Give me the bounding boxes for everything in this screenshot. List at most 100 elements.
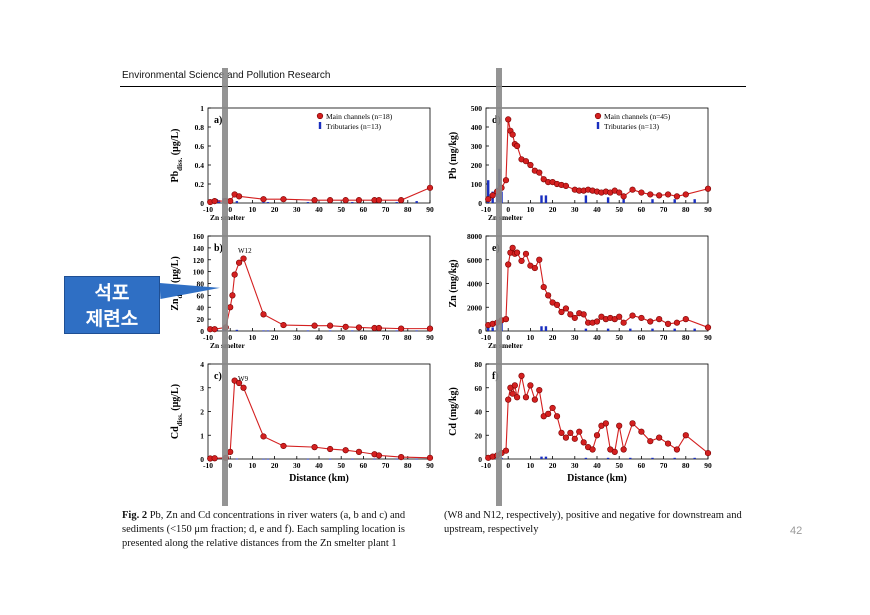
y-axis-label-unit: (μg/L) [170,256,181,285]
main-channel-point [593,318,601,325]
x-tick-label: 40 [315,205,323,214]
main-channel-point [536,256,543,263]
panel-label: f) [492,371,499,382]
tributary-bar [415,330,418,332]
main-channel-point [536,169,543,176]
y-axis-label-main: Pb [448,167,459,179]
x-tick-label: 50 [337,205,345,214]
x-tick-label: 80 [404,461,412,470]
x-tick-label: 40 [593,205,601,214]
x-tick-label: 40 [315,333,323,342]
main-channel-point [505,396,512,403]
y-tick-label: 1 [200,104,204,113]
y-tick-label: 0 [478,455,482,464]
callout-arrow [159,279,221,299]
header-rule [120,86,746,87]
caption-left-text: Pb, Zn and Cd concentrations in river wa… [122,510,406,549]
y-axis-label: Pbdiss. (μg/L) [170,129,184,183]
main-channel-point [355,448,363,455]
x-tick-label: 80 [682,333,690,342]
main-channel-point [545,410,552,417]
x-tick-label: 50 [615,205,623,214]
tributary-bar [606,328,610,331]
main-channel-point [562,434,570,441]
tributary-bar [629,457,632,459]
y-axis-label-unit: (mg/kg) [448,132,459,168]
x-tick-label: -10 [481,461,491,470]
legend-trib-label: Tributaries (n=13) [604,122,659,131]
x-tick-label: 80 [682,461,690,470]
x-tick-label: 90 [704,205,712,214]
y-tick-label: 40 [197,303,205,312]
y-axis-label-unit: (mg/kg) [448,259,459,295]
main-channel-point [235,193,243,200]
tributary-bar [395,330,398,332]
y-tick-label: 0 [200,455,204,464]
y-axis-label-sub: diss. [176,158,184,171]
main-channel-point [638,428,645,435]
x-tick-label: 0 [506,333,510,342]
data-annotation: W12 [238,247,252,255]
main-channel-point [656,192,663,199]
main-channel-point [513,142,521,150]
x-tick-label: -10 [203,333,213,342]
tributary-bar [673,328,676,331]
x-tick-label: 70 [660,333,668,342]
x-tick-label: 20 [549,333,557,342]
caption-right-text: (W8 and N12, respectively), positive and… [444,510,742,535]
x-tick-label: 10 [249,461,257,470]
tributary-bar [262,330,265,332]
main-channel-point [536,387,543,394]
tributary-bar [395,202,398,203]
y-tick-label: 160 [193,232,205,241]
main-channel-point [502,447,510,454]
main-channel-point [211,197,218,205]
main-channel-point [571,435,578,442]
caption-left: Fig. 2 Pb, Zn and Cd concentrations in r… [122,509,428,551]
panel-label: c) [214,371,222,382]
x-tick-label: 20 [271,205,279,214]
tributary-bar [395,458,398,460]
x-tick-label: 70 [382,205,390,214]
main-channel-point [553,413,561,420]
main-channel-point [260,311,267,318]
tributary-bar [351,458,354,460]
tributary-bar [693,328,696,331]
main-channel-point [540,176,547,183]
x-tick-label: 60 [638,205,646,214]
main-channel-point [620,319,627,326]
x-tick-label: 10 [527,205,535,214]
main-channel-point [211,455,218,462]
y-tick-label: 0 [200,327,204,336]
main-channel-point [629,420,636,427]
x-tick-label: 90 [704,333,712,342]
y-tick-label: 0 [200,199,204,208]
x-tick-label: 50 [615,461,623,470]
y-tick-label: 40 [475,408,483,417]
legend-trib-marker [318,122,322,129]
tributary-bar [544,456,548,459]
tributary-bar [306,458,310,460]
x-tick-label: 20 [271,461,279,470]
y-tick-label: 140 [193,244,205,253]
x-tick-label: -10 [203,205,213,214]
main-channel-point [549,404,556,412]
main-channel-point [616,422,623,429]
y-axis-label-main: Pb [170,170,181,182]
x-tick-label: 40 [315,461,323,470]
main-channel-point [704,324,712,331]
y-tick-label: 0.2 [195,180,205,189]
main-channel-point [571,314,578,322]
main-channel-point [567,429,574,436]
tributary-bar [693,199,696,203]
y-tick-label: 80 [197,280,205,289]
tributary-bar [487,326,490,331]
main-channel-point [355,324,363,331]
main-channel-point [682,432,689,439]
y-tick-label: 120 [193,256,205,265]
tributary-bar [415,458,418,460]
y-axis-label: Zn (mg/kg) [448,259,459,307]
